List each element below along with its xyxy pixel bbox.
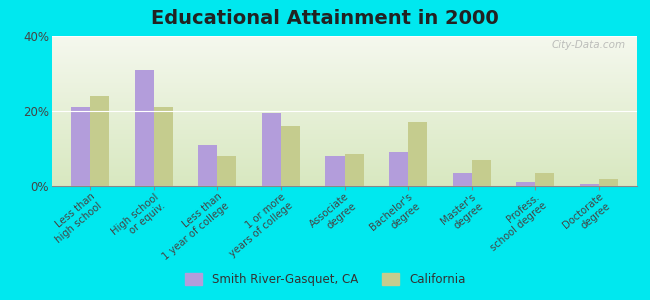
Bar xyxy=(535,173,554,186)
Bar xyxy=(154,107,173,186)
Bar xyxy=(472,160,491,186)
Text: Educational Attainment in 2000: Educational Attainment in 2000 xyxy=(151,9,499,28)
Bar xyxy=(516,182,535,186)
Bar xyxy=(71,107,90,186)
Bar xyxy=(135,70,154,186)
Bar xyxy=(90,96,109,186)
Bar xyxy=(580,184,599,186)
Text: City-Data.com: City-Data.com xyxy=(551,40,625,50)
Bar xyxy=(389,152,408,186)
Bar xyxy=(217,156,237,186)
Bar xyxy=(262,113,281,186)
Bar xyxy=(344,154,363,186)
Bar xyxy=(198,145,217,186)
Bar xyxy=(408,122,427,186)
Bar xyxy=(452,173,472,186)
Bar xyxy=(326,156,344,186)
Bar xyxy=(599,178,618,186)
Bar xyxy=(281,126,300,186)
Legend: Smith River-Gasquet, CA, California: Smith River-Gasquet, CA, California xyxy=(180,268,470,291)
